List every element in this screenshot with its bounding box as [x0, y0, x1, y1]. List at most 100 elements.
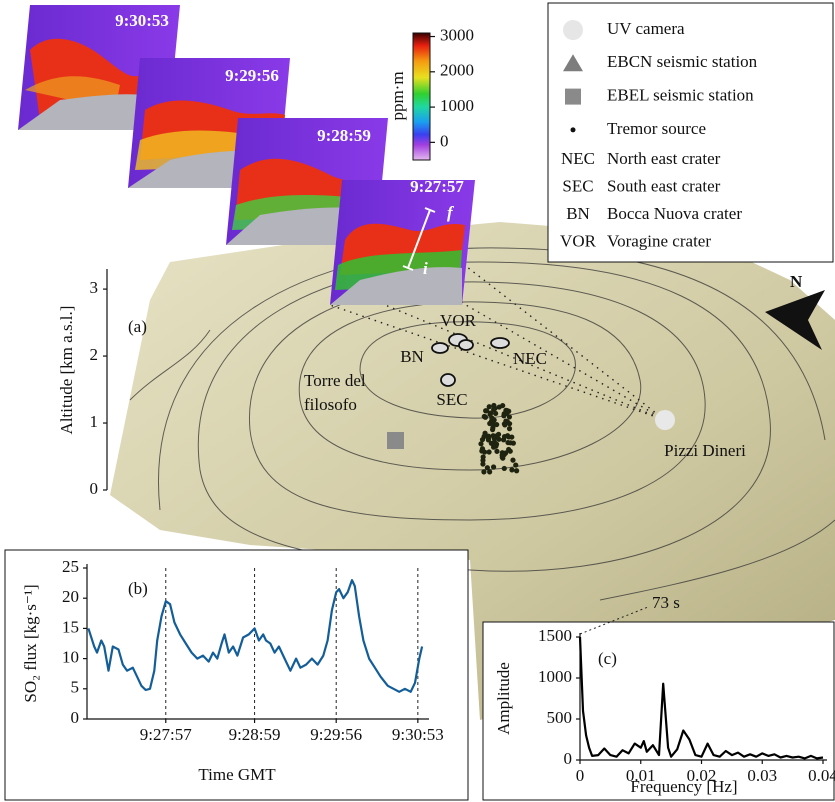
tremor-dot	[489, 415, 494, 420]
legend-abbr: NEC	[561, 149, 595, 168]
tremor-dot	[484, 408, 489, 413]
y-tick-label: 0	[71, 708, 80, 727]
tremor-dot	[503, 418, 508, 423]
legend-label: UV camera	[607, 19, 685, 38]
y-tick-label: 0	[90, 479, 99, 498]
legend-marker	[563, 20, 583, 40]
tremor-dot	[480, 446, 485, 451]
image-time: 9:29:56	[225, 66, 279, 85]
colorbar-tick-label: 0	[440, 131, 449, 150]
place-label: Pizzi Dineri	[664, 441, 746, 460]
tremor-dot	[491, 433, 496, 438]
thermal-image: 9:27:57 i f	[330, 177, 475, 305]
tremor-dot	[480, 458, 485, 463]
y-tick-label: 1	[90, 412, 99, 431]
y-tick-label: 15	[62, 617, 79, 636]
y-axis-label: Amplitude	[494, 662, 513, 735]
x-tick-label: 0.03	[747, 766, 777, 785]
place-label: Torre del	[304, 371, 366, 390]
panel-label: (a)	[128, 317, 147, 336]
place-label: filosofo	[304, 395, 357, 414]
tremor-dot	[492, 439, 497, 444]
tremor-dot	[482, 431, 487, 436]
y-tick-label: 0	[564, 749, 573, 768]
uv-camera	[655, 410, 675, 430]
panel-label: (b)	[128, 579, 148, 598]
legend-label: Tremor source	[607, 119, 706, 138]
x-tick-label: 9:30:53	[392, 725, 444, 744]
legend-label: Bocca Nuova crater	[607, 204, 742, 223]
legend-label: EBEL seismic station	[607, 86, 754, 105]
x-tick-label: 9:28:59	[229, 725, 281, 744]
tremor-dot	[486, 449, 491, 454]
tremor-dot	[514, 468, 519, 473]
colorbar-tick-label: 1000	[440, 96, 474, 115]
y-tick-label: 500	[547, 708, 573, 727]
y-tick-label: 1500	[538, 626, 572, 645]
tremor-dot	[513, 462, 518, 467]
colorbar-label: ppm·m	[388, 71, 407, 120]
tremor-dot	[507, 426, 512, 431]
x-axis-label: Time GMT	[198, 765, 276, 784]
y-tick-label: 25	[62, 557, 79, 576]
crater-label: VOR	[440, 311, 477, 330]
tremor-dot	[506, 447, 511, 452]
tremor-dot	[500, 453, 505, 458]
tremor-dot	[481, 469, 486, 474]
legend-abbr: VOR	[560, 231, 597, 250]
tremor-dot	[486, 435, 491, 440]
image-marker: i	[423, 259, 428, 278]
legend-abbr: BN	[566, 204, 590, 223]
x-tick-label: 9:29:56	[310, 725, 362, 744]
image-time: 9:27:57	[410, 177, 464, 196]
north-label: N	[790, 272, 803, 291]
x-axis-label: Frequency [Hz]	[630, 777, 737, 796]
tremor-dot	[491, 421, 496, 426]
figure: N 9:30:53 9:29:56 9:28:59	[0, 0, 835, 802]
tremor-dot	[509, 467, 514, 472]
legend-label: EBCN seismic station	[607, 52, 758, 71]
crater-label: NEC	[513, 349, 547, 368]
x-tick-label: 0	[576, 766, 585, 785]
panel-c-frame	[483, 622, 834, 800]
panel-label: (c)	[598, 649, 617, 668]
tremor-dot	[491, 407, 496, 412]
ebel-station	[387, 432, 404, 449]
tremor-dot	[511, 441, 516, 446]
tremor-dot	[504, 411, 509, 416]
legend-marker	[571, 127, 576, 132]
crater-label: SEC	[436, 390, 467, 409]
y-axis-label: SO₂ flux [kg·s⁻¹]	[21, 584, 40, 702]
tremor-dot	[491, 464, 496, 469]
y-tick-label: 20	[62, 587, 79, 606]
colorbar-tick-label: 3000	[440, 25, 474, 44]
altitude-label: Altitude [km a.s.l.]	[57, 306, 76, 435]
legend-label: South east crater	[607, 176, 721, 195]
legend-label: Voragine crater	[607, 231, 711, 250]
image-time: 9:30:53	[115, 11, 169, 30]
image-time: 9:28:59	[317, 126, 371, 145]
tremor-dot	[497, 404, 502, 409]
colorbar-tick-label: 2000	[440, 61, 474, 80]
y-tick-label: 2	[90, 345, 99, 364]
x-tick-label: 9:27:57	[140, 725, 192, 744]
y-tick-label: 1000	[538, 667, 572, 686]
tremor-dot	[502, 466, 507, 471]
x-tick-label: 0.04	[808, 766, 835, 785]
annotation: 73 s	[652, 593, 680, 612]
tremor-dot	[510, 458, 515, 463]
tremor-dot	[485, 465, 490, 470]
legend-abbr: SEC	[562, 176, 593, 195]
legend-marker	[565, 89, 581, 105]
crater-label: BN	[400, 347, 424, 366]
tremor-dot	[482, 414, 487, 419]
y-tick-label: 10	[62, 648, 79, 667]
legend-label: North east crater	[607, 149, 721, 168]
y-tick-label: 5	[71, 678, 80, 697]
tremor-dot	[480, 437, 485, 442]
tremor-dot	[509, 434, 514, 439]
y-tick-label: 3	[90, 278, 99, 297]
colorbar	[413, 33, 430, 160]
tremor-dot	[501, 437, 506, 442]
tremor-dot	[494, 449, 499, 454]
